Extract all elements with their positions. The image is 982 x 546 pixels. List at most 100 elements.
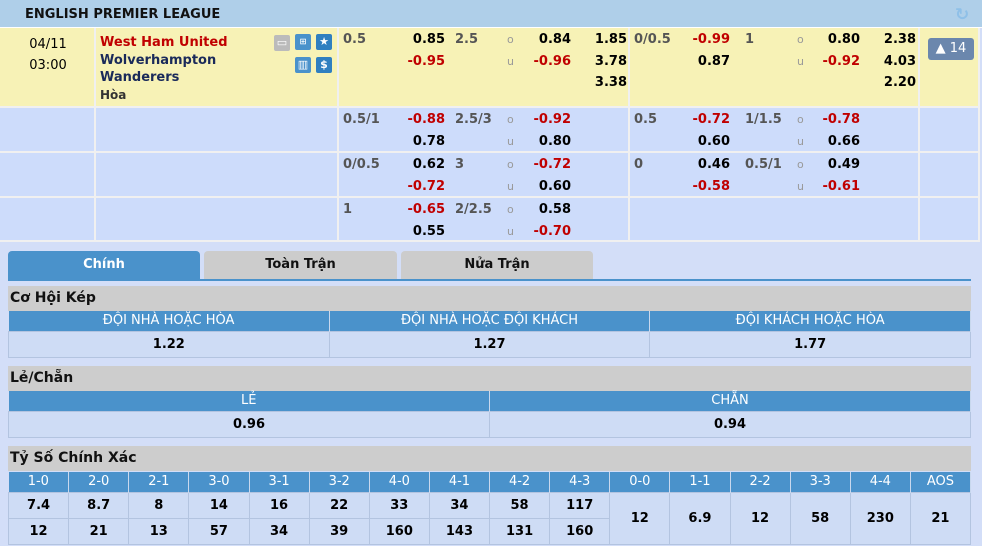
col-header: ĐỘI KHÁCH HOẶC HÒA [649, 311, 971, 331]
over-odds[interactable]: 0.49 [827, 157, 860, 172]
handicap-away-odds[interactable]: -0.95 [407, 54, 445, 69]
score-odds[interactable]: 16 [248, 491, 310, 519]
odds-cell [630, 153, 920, 196]
col-header: CHẴN [489, 391, 971, 411]
refresh-icon[interactable]: ↻ [955, 5, 970, 25]
tab-toan-tran[interactable]: Toàn Trận [204, 251, 397, 279]
tab-chinh[interactable]: Chính [8, 251, 200, 279]
draw-odds[interactable]: 2.20 [883, 75, 916, 90]
handicap-home-odds[interactable]: -0.99 [692, 32, 730, 47]
lineup-icon[interactable]: ⊞ [295, 34, 311, 50]
score-odds[interactable]: 131 [488, 517, 551, 545]
home-win-odds[interactable]: 2.38 [883, 32, 916, 47]
col-header: LẺ [8, 391, 490, 411]
score-odds[interactable]: 22 [308, 491, 370, 519]
handicap-home-odds[interactable]: 0.46 [697, 157, 730, 172]
over-label: o [507, 158, 514, 171]
dollar-icon[interactable]: $ [316, 57, 332, 73]
score-odds[interactable]: 117 [549, 491, 611, 519]
handicap-away-odds[interactable]: 0.55 [412, 224, 445, 239]
score-odds[interactable]: 57 [188, 517, 250, 545]
tab-nua-tran[interactable]: Nửa Trận [401, 251, 593, 279]
score-odds[interactable]: 13 [128, 517, 190, 545]
score-odds[interactable]: 8 [128, 491, 190, 519]
over-odds[interactable]: 0.80 [827, 32, 860, 47]
handicap-away-odds[interactable]: -0.72 [407, 179, 445, 194]
under-odds[interactable]: 0.60 [538, 179, 571, 194]
score-odds[interactable]: 160 [368, 517, 430, 545]
under-odds[interactable]: 0.66 [827, 134, 860, 149]
handicap-home-odds[interactable]: 0.85 [412, 32, 445, 47]
odds-cell [0, 28, 96, 106]
handicap-away-odds[interactable]: 0.60 [697, 134, 730, 149]
score-odds[interactable]: 21 [909, 491, 972, 545]
under-odds[interactable]: 0.80 [538, 134, 571, 149]
score-odds[interactable]: 7.4 [7, 491, 70, 519]
score-header: 4-4 [850, 472, 911, 492]
score-odds[interactable]: 14 [188, 491, 250, 519]
odds-value[interactable]: 1.27 [328, 330, 651, 358]
handicap-away-odds[interactable]: -0.58 [692, 179, 730, 194]
odds-value[interactable]: 0.94 [489, 410, 971, 438]
under-odds[interactable]: -0.92 [822, 54, 860, 69]
over-odds[interactable]: -0.78 [822, 112, 860, 127]
home-team[interactable]: West Ham United [100, 35, 228, 50]
score-odds[interactable]: 160 [549, 517, 611, 545]
tv-icon[interactable]: ▭ [274, 35, 290, 51]
double-chance-table: ĐỘI NHÀ HOẶC HÒA ĐỘI NHÀ HOẶC ĐỘI KHÁCH ĐỘ… [8, 311, 971, 358]
odds-cell [0, 153, 96, 196]
draw-odds[interactable]: 3.38 [594, 75, 627, 90]
under-odds[interactable]: -0.61 [822, 179, 860, 194]
odds-cell [920, 198, 980, 240]
score-header: 3-2 [309, 472, 370, 492]
handicap-home-odds[interactable]: 0.62 [412, 157, 445, 172]
home-win-odds[interactable]: 1.85 [594, 32, 627, 47]
draw-label: Hòa [100, 88, 127, 102]
under-odds[interactable]: -0.96 [533, 54, 571, 69]
score-odds[interactable]: 21 [68, 517, 130, 545]
odds-cell [96, 153, 339, 196]
over-odds[interactable]: -0.72 [533, 157, 571, 172]
match-time: 03:00 [29, 58, 67, 73]
score-odds[interactable]: 34 [248, 517, 310, 545]
correct-score-table: 1-0 2-0 2-1 3-0 3-1 3-2 4-0 4-1 4-2 4-3 0-0 1-1 2-2 3… [7, 472, 972, 545]
stats-icon[interactable]: ▥ [295, 57, 311, 73]
handicap-away-odds[interactable]: 0.78 [412, 134, 445, 149]
score-odds[interactable]: 39 [308, 517, 370, 545]
odd-even-table: LẺ CHẴN 0.96 0.94 [8, 391, 971, 438]
away-team[interactable]: Wolverhampton Wanderers [100, 53, 217, 85]
league-title: ENGLISH PREMIER LEAGUE [25, 7, 221, 22]
score-odds[interactable]: 33 [368, 491, 430, 519]
odds-value[interactable]: 0.96 [8, 410, 490, 438]
score-odds[interactable]: 12 [7, 517, 70, 545]
odds-cell [630, 108, 920, 151]
handicap-home-odds[interactable]: -0.88 [407, 112, 445, 127]
score-odds[interactable]: 12 [729, 491, 791, 545]
score-odds[interactable]: 8.7 [68, 491, 130, 519]
more-odds-button[interactable]: ▲ 14 [928, 38, 974, 60]
under-label: u [507, 55, 514, 68]
under-odds[interactable]: -0.70 [533, 224, 571, 239]
score-odds[interactable]: 34 [428, 491, 491, 519]
away-win-odds[interactable]: 4.03 [883, 54, 916, 69]
handicap-away-odds[interactable]: 0.87 [697, 54, 730, 69]
over-odds[interactable]: -0.92 [533, 112, 571, 127]
score-odds[interactable]: 230 [849, 491, 911, 545]
col-header: ĐỘI NHÀ HOẶC ĐỘI KHÁCH [329, 311, 651, 331]
odds-value[interactable]: 1.22 [8, 330, 330, 358]
over-odds[interactable]: 0.58 [538, 202, 571, 217]
handicap-home-odds[interactable]: -0.72 [692, 112, 730, 127]
star-icon[interactable]: ★ [316, 34, 332, 50]
handicap-home-odds[interactable]: -0.65 [407, 202, 445, 217]
score-header: 4-0 [369, 472, 430, 492]
score-odds[interactable]: 58 [488, 491, 551, 519]
score-odds[interactable]: 6.9 [669, 491, 731, 545]
odds-value[interactable]: 1.77 [649, 330, 971, 358]
score-odds[interactable]: 143 [428, 517, 491, 545]
odds-row: 0.5 0.85 -0.95 2.5 o u 0.84 -0.96 1.85 3.78 3.38 0/… [0, 28, 980, 108]
away-win-odds[interactable]: 3.78 [594, 54, 627, 69]
handicap-line: 0/0.5 [634, 32, 671, 47]
score-odds[interactable]: 58 [789, 491, 851, 545]
over-odds[interactable]: 0.84 [538, 32, 571, 47]
score-odds[interactable]: 12 [609, 491, 671, 545]
